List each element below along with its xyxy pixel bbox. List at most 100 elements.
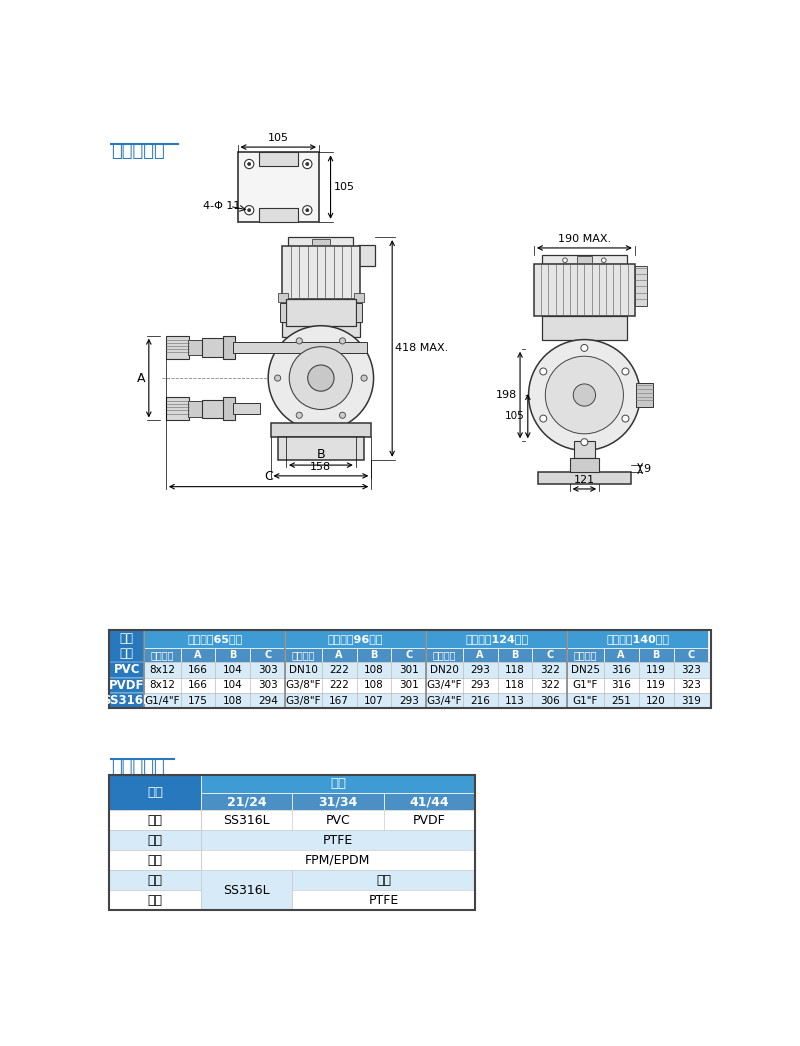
Text: B: B [370,651,378,660]
Text: 泵头: 泵头 [147,814,162,826]
Text: PTFE: PTFE [369,893,398,907]
Bar [110,890,201,910]
Text: 301: 301 [399,680,418,690]
Text: 连接尺寸: 连接尺寸 [150,651,174,660]
Bar [604,649,638,662]
Text: 密封: 密封 [147,854,162,866]
Text: G3/8"F: G3/8"F [286,696,321,706]
Text: G1"F: G1"F [573,680,598,690]
Text: A: A [194,651,202,660]
Bar [187,340,203,355]
Bar [110,810,475,831]
Bar [288,237,354,247]
Bar [358,245,375,267]
Circle shape [306,162,309,165]
Text: 108: 108 [364,680,384,690]
Bar [166,397,189,420]
Text: 触液端材质: 触液端材质 [111,757,165,776]
Bar [110,890,475,910]
Bar [498,649,533,662]
Text: B: B [317,449,325,461]
Bar [110,831,475,850]
Circle shape [268,325,374,431]
Text: 41/44: 41/44 [410,795,449,809]
Bar [201,775,475,793]
Bar [567,630,708,649]
Text: A: A [138,371,146,385]
Text: 323: 323 [681,680,701,690]
Bar [234,404,261,414]
Text: SS316L: SS316L [102,695,151,707]
Text: 322: 322 [540,665,560,675]
Bar [278,436,363,459]
Text: A: A [618,651,625,660]
Circle shape [245,159,254,168]
Text: 104: 104 [223,665,242,675]
Text: 连接尺寸: 连接尺寸 [433,651,456,660]
Text: G3/4"F: G3/4"F [426,696,462,706]
Text: 118: 118 [505,665,525,675]
Bar [187,402,203,416]
Text: 隔膜直径124毫米: 隔膜直径124毫米 [466,634,528,644]
Text: 323: 323 [681,665,701,675]
Text: DN20: DN20 [430,665,459,675]
Text: 222: 222 [329,680,349,690]
Circle shape [308,365,334,391]
Bar [110,850,475,870]
Bar [311,238,330,245]
Circle shape [361,376,367,381]
Bar [538,472,631,483]
Bar [110,775,201,810]
Text: 隔膜直径65毫米: 隔膜直径65毫米 [187,634,242,644]
Bar [384,793,475,810]
Text: 293: 293 [470,665,490,675]
Text: 119: 119 [646,665,666,675]
Text: DN10: DN10 [289,665,318,675]
Text: G1/4"F: G1/4"F [145,696,180,706]
Bar [426,649,462,662]
Text: 121: 121 [574,475,595,485]
Bar [292,793,384,810]
Circle shape [302,159,312,168]
Bar [354,293,363,302]
Text: 293: 293 [399,696,418,706]
Bar [636,384,654,407]
Text: 31/34: 31/34 [318,795,358,809]
Circle shape [529,340,640,451]
Text: A: A [335,651,343,660]
Circle shape [296,412,302,418]
Circle shape [622,368,629,374]
Bar [234,342,367,353]
Text: C: C [546,651,554,660]
Bar [201,793,292,810]
Text: 316: 316 [611,680,631,690]
Circle shape [339,338,346,344]
Text: C: C [687,651,694,660]
Bar [286,630,426,649]
Circle shape [562,258,567,263]
Circle shape [302,206,312,214]
Text: 303: 303 [258,680,278,690]
Circle shape [581,438,588,446]
Text: B: B [652,651,660,660]
Bar [215,649,250,662]
Text: 9: 9 [643,463,650,474]
Text: 连接尺寸: 连接尺寸 [574,651,598,660]
Bar [110,693,144,708]
Bar [110,630,144,662]
Text: 120: 120 [646,696,666,706]
Bar [533,649,567,662]
Bar [426,630,567,649]
Bar [166,336,189,359]
Text: 104: 104 [223,680,242,690]
Bar [110,693,710,708]
Bar [110,662,144,678]
Bar [462,649,498,662]
Text: 标准: 标准 [330,777,346,791]
Bar [202,400,225,418]
Bar [201,870,292,910]
Bar [286,299,356,325]
Text: PVDF: PVDF [109,679,145,691]
Bar [570,458,599,472]
Bar [322,649,357,662]
